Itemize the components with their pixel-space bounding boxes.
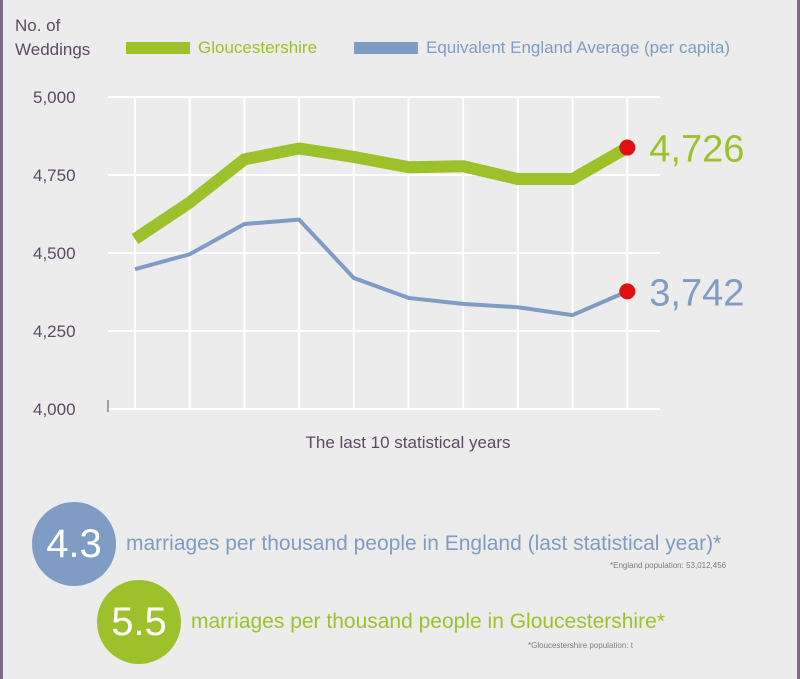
legend-england: Equivalent England Average (per capita) bbox=[354, 38, 730, 58]
end-point-marker bbox=[619, 139, 636, 156]
stat-circle-gloucestershire: 5.5 bbox=[97, 580, 181, 664]
stat-england: 4.3 marriages per thousand people in Eng… bbox=[32, 502, 721, 586]
y-tick-label: 4,000 bbox=[33, 400, 76, 419]
end-value-label: 3,742 bbox=[649, 272, 744, 314]
line-chart: 5,000 4,750 4,500 4,250 4,000 The last 10 sta… bbox=[33, 88, 744, 452]
stat-text-england: marriages per thousand people in England… bbox=[126, 532, 722, 555]
legend-swatch-gloucestershire bbox=[126, 42, 190, 54]
legend-gloucestershire: Gloucestershire bbox=[126, 38, 317, 58]
left-border bbox=[0, 0, 3, 679]
y-tick-label: 4,250 bbox=[33, 322, 76, 341]
x-axis-title: The last 10 statistical years bbox=[305, 433, 510, 452]
y-tick-label: 4,750 bbox=[33, 166, 76, 185]
end-value-label: 4,726 bbox=[649, 129, 744, 171]
legend-label-england: Equivalent England Average (per capita) bbox=[426, 38, 730, 57]
right-border bbox=[797, 0, 800, 679]
legend-swatch-england bbox=[354, 42, 418, 54]
end-point-marker bbox=[619, 283, 636, 300]
stat-circle-england: 4.3 bbox=[32, 502, 116, 586]
series-line-0 bbox=[131, 142, 631, 244]
stat-text-gloucestershire: marriages per thousand people in Glouces… bbox=[191, 610, 665, 633]
y-tick-label: 4,500 bbox=[33, 244, 76, 263]
legend-label-gloucestershire: Gloucestershire bbox=[198, 38, 318, 57]
footnote-gloucestershire: *Gloucestershire population: t bbox=[528, 641, 633, 650]
y-axis-title: No. of Weddings bbox=[15, 16, 91, 59]
footnote-england: *England population: 53,012,456 bbox=[610, 561, 727, 570]
series-line-1 bbox=[134, 217, 629, 318]
stat-gloucestershire: 5.5 marriages per thousand people in Glo… bbox=[97, 580, 665, 664]
y-tick-label: 5,000 bbox=[33, 88, 76, 107]
